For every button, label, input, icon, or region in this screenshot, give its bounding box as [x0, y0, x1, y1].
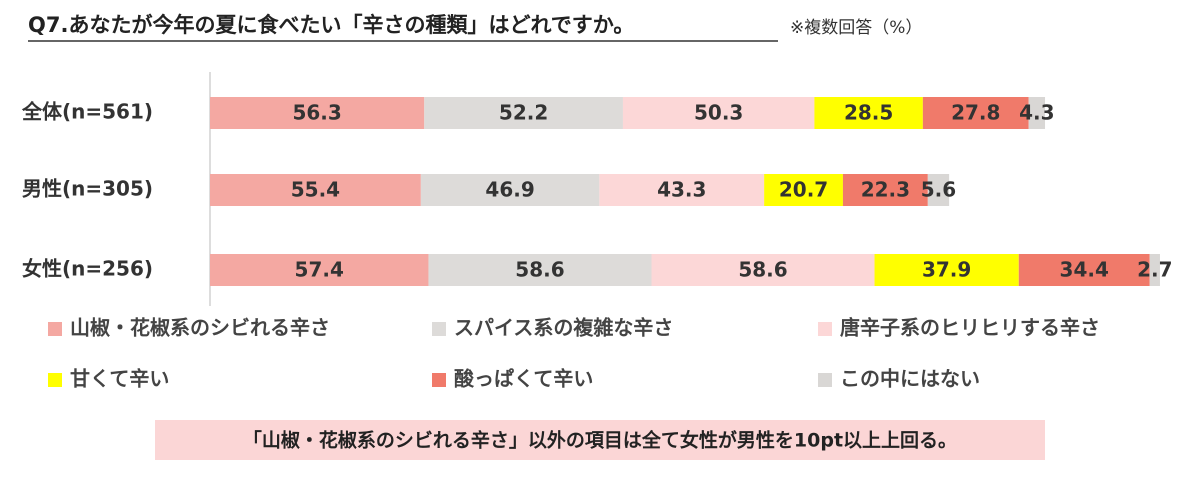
bar-segment — [1028, 97, 1046, 129]
bar-segment — [210, 97, 425, 129]
bar-segment — [420, 174, 600, 206]
bar-segment — [814, 97, 923, 129]
legend-label: 唐辛子系のヒリヒリする辛さ — [840, 316, 1100, 340]
bar-segment — [842, 174, 928, 206]
value-label: 4.3 — [1019, 101, 1054, 125]
value-label: 46.9 — [485, 178, 534, 202]
bar-segment — [922, 97, 1029, 129]
value-label: 52.2 — [499, 101, 548, 125]
bar-segment — [764, 174, 843, 206]
legend-label: この中にはない — [840, 367, 980, 391]
value-label: 50.3 — [694, 101, 743, 125]
annotation: 「山椒・花椒系のシビれる辛さ」以外の項目は全て女性が男性を10pt以上上回る。 — [243, 429, 957, 452]
legend-swatch — [432, 322, 446, 336]
legend-swatch — [818, 373, 832, 387]
category-label: 全体(n=561) — [21, 100, 153, 124]
value-label: 43.3 — [657, 178, 706, 202]
bar-segment — [927, 174, 950, 206]
value-label: 57.4 — [295, 258, 344, 282]
bar-segment — [210, 254, 429, 286]
chart-title: Q7.あなたが今年の夏に食べたい「辛さの種類」はどれですか。 — [28, 13, 634, 37]
bar-segment — [428, 254, 652, 286]
value-label: 56.3 — [292, 101, 341, 125]
value-label: 58.6 — [738, 258, 787, 282]
value-label: 34.4 — [1060, 258, 1109, 282]
legend-swatch — [48, 322, 62, 336]
note-box — [155, 420, 1045, 460]
bar-segment — [1018, 254, 1150, 286]
bar-segment — [210, 174, 421, 206]
value-label: 27.8 — [951, 101, 1000, 125]
bar-segment — [1149, 254, 1160, 286]
chart-subtitle: ※複数回答（%） — [790, 18, 922, 38]
legend-label: スパイス系の複雑な辛さ — [454, 316, 673, 340]
value-label: 28.5 — [844, 101, 893, 125]
bar-segment — [599, 174, 765, 206]
value-label: 37.9 — [922, 258, 971, 282]
value-label: 55.4 — [291, 178, 340, 202]
category-label: 男性(n=305) — [22, 177, 153, 201]
legend-swatch — [818, 322, 832, 336]
value-label: 2.7 — [1137, 258, 1172, 282]
bar-segment — [874, 254, 1019, 286]
legend-label: 山椒・花椒系のシビれる辛さ — [70, 316, 330, 340]
legend-label: 酸っぱくて辛い — [454, 367, 593, 391]
value-label: 22.3 — [861, 178, 910, 202]
legend-label: 甘くて辛い — [70, 367, 169, 391]
bar-segment — [622, 97, 815, 129]
legend-swatch — [432, 373, 446, 387]
value-label: 5.6 — [921, 178, 956, 202]
bar-segment — [651, 254, 875, 286]
value-label: 20.7 — [779, 178, 828, 202]
bar-segment — [424, 97, 623, 129]
legend-swatch — [48, 373, 62, 387]
category-label: 女性(n=256) — [22, 257, 153, 281]
value-label: 58.6 — [515, 258, 564, 282]
